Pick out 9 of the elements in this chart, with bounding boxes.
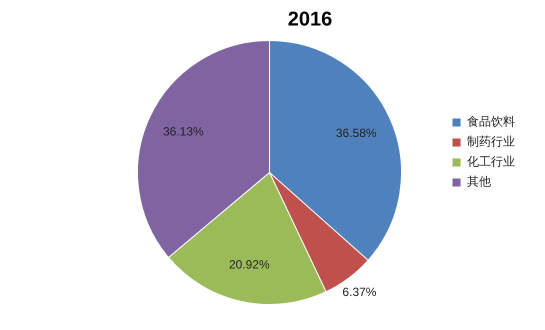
- data-label: 36.13%: [162, 124, 204, 139]
- legend-label: 食品饮料: [467, 114, 515, 129]
- legend-label: 化工行业: [467, 154, 515, 169]
- legend-label: 其他: [467, 174, 491, 189]
- legend-label: 制药行业: [467, 134, 515, 149]
- data-label: 20.92%: [228, 258, 270, 272]
- chart-title: 2016: [288, 8, 332, 31]
- data-label: 6.37%: [342, 284, 377, 299]
- data-label: 36.58%: [336, 126, 377, 140]
